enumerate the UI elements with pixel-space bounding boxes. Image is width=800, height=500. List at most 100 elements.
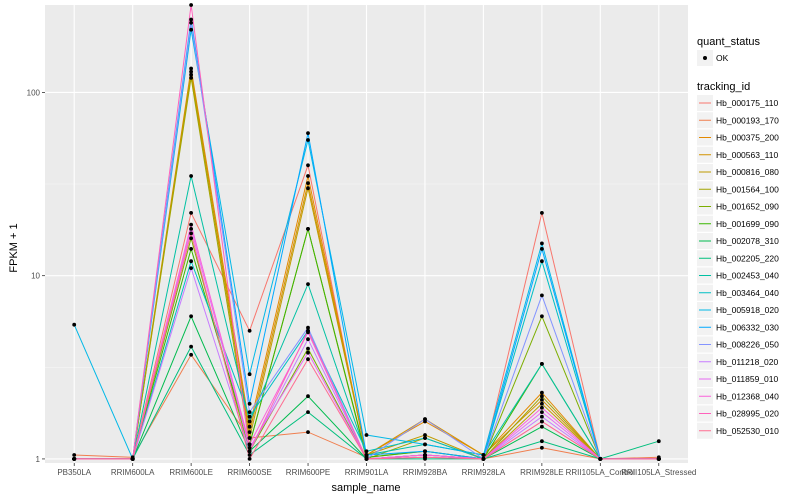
data-point — [306, 350, 310, 355]
data-point — [423, 433, 427, 437]
legend-label: Hb_012368_040 — [716, 391, 779, 401]
data-point — [306, 328, 310, 333]
data-point — [189, 211, 194, 215]
legend-label: Hb_002453_040 — [716, 271, 779, 281]
x-tick-label: RRII105LA_Stressed — [621, 468, 696, 477]
data-point — [247, 453, 252, 457]
data-point — [189, 344, 194, 349]
data-point — [656, 439, 661, 444]
data-point — [306, 357, 310, 362]
legend-label: Hb_028995_020 — [716, 409, 779, 419]
data-point — [306, 394, 310, 399]
legend-label: Hb_002205_220 — [716, 253, 779, 263]
y-tick-label: 1 — [36, 455, 41, 464]
data-point — [306, 227, 310, 231]
data-point — [189, 352, 194, 357]
legend-items: Hb_000175_110 Hb_000193_170 Hb_000375_200 H… — [697, 95, 779, 439]
data-point — [189, 72, 194, 77]
data-point — [540, 293, 544, 298]
data-point — [306, 430, 310, 434]
x-tick-label: RRIM600LA — [111, 468, 155, 477]
data-point — [247, 410, 252, 414]
data-point — [247, 449, 252, 454]
data-point — [540, 405, 544, 410]
data-point — [189, 17, 194, 22]
data-point — [247, 430, 252, 434]
data-point — [189, 266, 194, 270]
data-point — [423, 449, 427, 454]
data-point — [247, 424, 252, 429]
data-point — [247, 414, 252, 419]
data-point — [423, 442, 427, 447]
data-point — [540, 247, 544, 251]
x-tick-label: RRIM600LE — [169, 468, 213, 477]
data-point — [130, 457, 135, 461]
y-tick-label: 100 — [27, 88, 41, 97]
data-point — [540, 401, 544, 406]
x-tick-label: RRIM901LA — [345, 468, 389, 477]
data-point — [189, 3, 194, 7]
data-point — [72, 457, 77, 461]
data-point — [247, 328, 252, 333]
legend-label: Hb_011218_020 — [716, 357, 779, 367]
legend-label: Hb_000375_200 — [716, 133, 779, 143]
legend: quant_status OK tracking_id Hb_000175_11… — [697, 36, 779, 439]
data-point — [540, 410, 544, 414]
data-point — [189, 236, 194, 241]
data-point — [189, 231, 194, 236]
data-point — [306, 131, 310, 136]
data-point — [656, 457, 661, 461]
legend-label: Hb_011859_010 — [716, 374, 779, 384]
data-point — [189, 259, 194, 264]
legend-label: Hb_002078_310 — [716, 236, 779, 246]
data-point — [540, 445, 544, 450]
data-point — [247, 457, 252, 461]
data-point — [306, 138, 310, 142]
data-point — [72, 453, 77, 457]
data-point — [306, 163, 310, 168]
data-point — [189, 27, 194, 32]
data-point — [598, 457, 603, 461]
x-tick-label: RRIM928LE — [520, 468, 564, 477]
data-point — [247, 445, 252, 450]
legend-label: Hb_001699_090 — [716, 219, 779, 229]
legend-label: Hb_052530_010 — [716, 426, 779, 436]
legend-label: Hb_005918_020 — [716, 305, 779, 315]
data-point — [247, 442, 252, 447]
legend-label: Hb_000193_170 — [716, 115, 779, 125]
data-point — [306, 174, 310, 178]
data-point — [540, 362, 544, 366]
legend-key-ok-point — [703, 56, 707, 60]
x-tick-label: RRIM928LA — [462, 468, 506, 477]
data-point — [306, 325, 310, 330]
data-point — [423, 455, 427, 460]
data-point — [540, 390, 544, 395]
data-point — [540, 314, 544, 319]
legend-label: Hb_001652_090 — [716, 202, 779, 212]
data-point — [481, 453, 486, 457]
data-point — [540, 419, 544, 424]
data-point — [189, 20, 194, 25]
data-point — [364, 433, 369, 437]
legend-label: Hb_000175_110 — [716, 98, 779, 108]
legend-title-tracking-id: tracking_id — [697, 81, 750, 93]
data-point — [423, 436, 427, 440]
data-point — [247, 419, 252, 424]
x-tick-label: RRIM600PE — [286, 468, 330, 477]
data-point — [189, 66, 194, 71]
data-point — [189, 174, 194, 178]
data-point — [72, 322, 77, 327]
x-tick-label: RRIM928BA — [403, 468, 448, 477]
data-point — [189, 69, 194, 74]
data-point — [306, 410, 310, 414]
data-point — [189, 227, 194, 231]
data-point — [306, 346, 310, 351]
data-point — [247, 436, 252, 440]
data-point — [540, 394, 544, 399]
legend-label: Hb_003464_040 — [716, 288, 779, 298]
data-point — [540, 259, 544, 264]
data-point — [540, 414, 544, 419]
data-point — [189, 314, 194, 319]
data-point — [364, 449, 369, 454]
legend-label: Hb_000563_110 — [716, 150, 779, 160]
